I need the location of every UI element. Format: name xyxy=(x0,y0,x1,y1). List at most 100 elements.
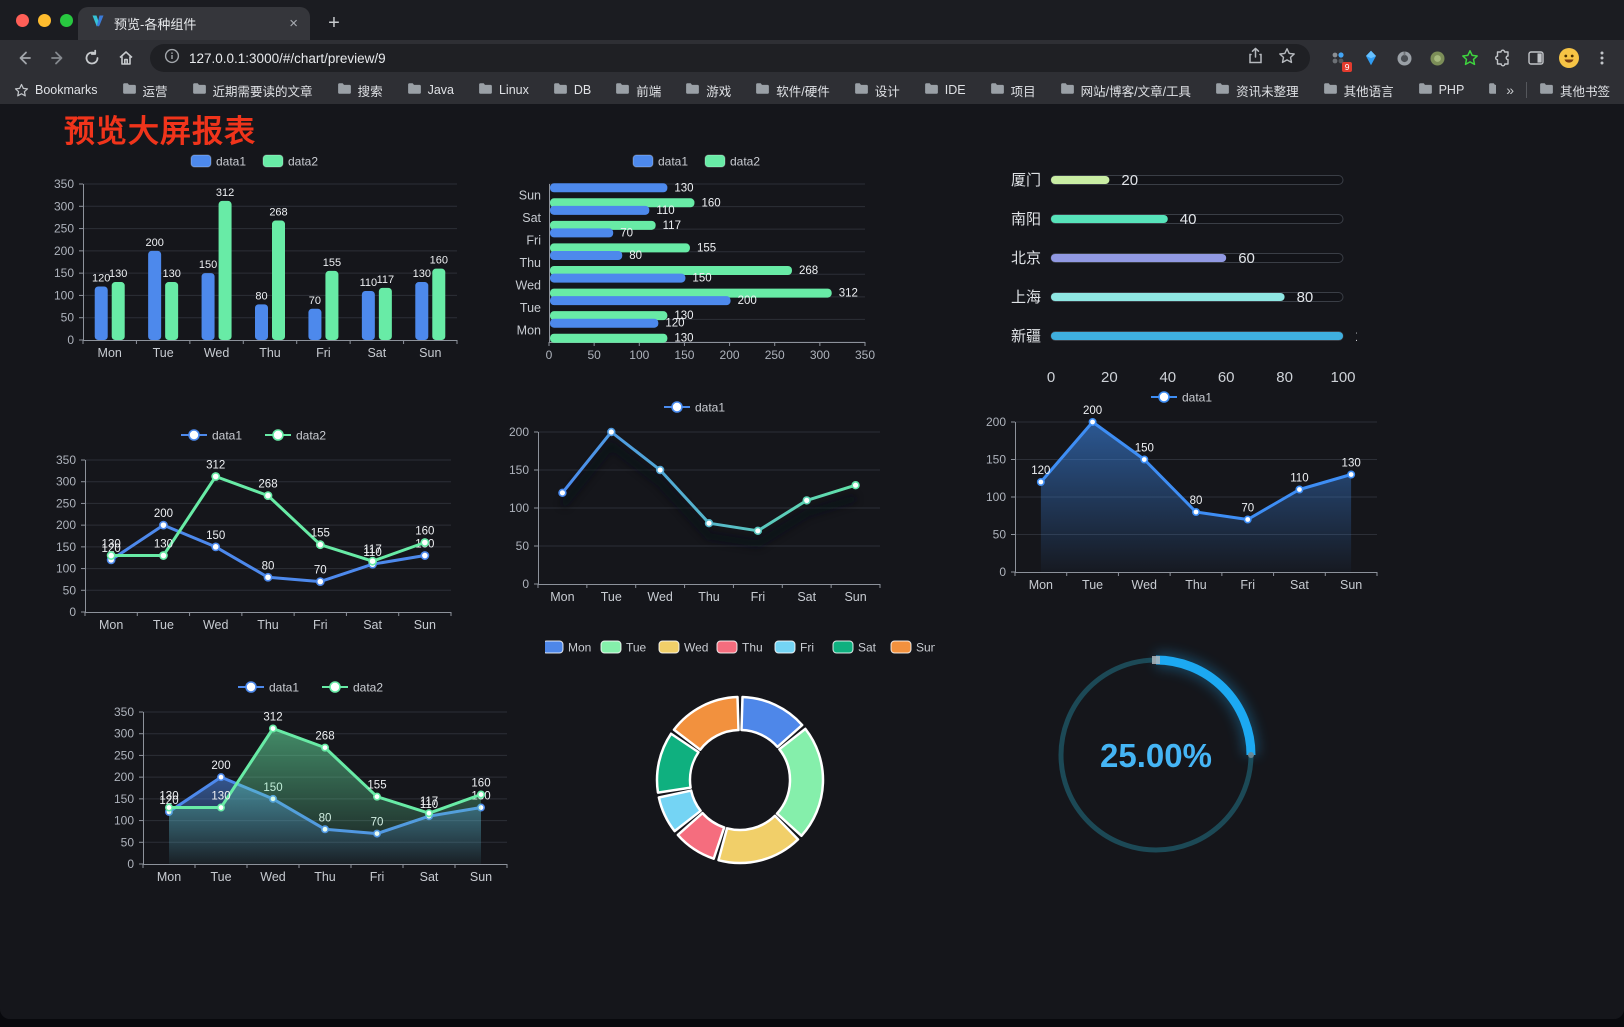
chart-city-progress[interactable]: 厦门 20 南阳 40 北京 60 上海 80 新疆 100 0 20 40 60 80 100 xyxy=(985,160,1357,388)
svg-text:117: 117 xyxy=(420,796,438,808)
svg-text:Thu: Thu xyxy=(698,590,720,604)
svg-text:data1: data1 xyxy=(212,429,242,443)
bookmark-folder-list: 运营 近期需要读的文章 搜索 Java Linux DB 前端 游戏 软件/硬件 设计 IDE 项目 网… xyxy=(122,81,1497,100)
svg-text:Sat: Sat xyxy=(363,618,382,632)
address-bar[interactable]: 127.0.0.1:3000/#/chart/preview/9 xyxy=(150,44,1310,72)
svg-text:Wed: Wed xyxy=(203,618,229,632)
chart-percent-gauge[interactable]: 25.00% xyxy=(1038,639,1278,884)
extension-grid-icon[interactable]: 9 xyxy=(1326,46,1352,72)
svg-text:Sun: Sun xyxy=(470,870,492,884)
bookmark-folder[interactable]: 搜索 xyxy=(337,81,383,100)
svg-text:200: 200 xyxy=(54,244,74,258)
svg-text:160: 160 xyxy=(415,526,434,538)
chart-two-line[interactable]: 0 50 100 150 200 250 300 350 Mon Tue Wed Thu Fri Sat S… xyxy=(45,424,467,638)
svg-text:110: 110 xyxy=(360,277,378,289)
two-line-canvas[interactable]: 0 50 100 150 200 250 300 350 Mon Tue Wed Thu Fri Sat S… xyxy=(45,424,467,638)
weekday-donut-canvas[interactable]: Mon Tue Wed Thu Fri Sat Sun xyxy=(545,634,935,892)
extension-circle-gray-icon[interactable] xyxy=(1392,46,1416,70)
bookmark-folder[interactable]: 网站/博客/文章/工具 xyxy=(1060,81,1191,100)
menu-kebab-icon[interactable] xyxy=(1590,46,1614,70)
extensions-puzzle-icon[interactable] xyxy=(1491,46,1515,70)
svg-text:300: 300 xyxy=(54,199,74,213)
svg-text:80: 80 xyxy=(1190,495,1203,507)
svg-text:Sat: Sat xyxy=(522,211,541,225)
svg-text:Tue: Tue xyxy=(520,301,541,315)
bookmark-folder[interactable]: 前端 xyxy=(615,81,661,100)
bookmarks-root[interactable]: Bookmarks xyxy=(14,83,98,98)
maximize-window-button[interactable] xyxy=(60,14,73,27)
new-tab-button[interactable]: + xyxy=(328,11,340,34)
bookmark-folder[interactable]: DB xyxy=(553,82,591,98)
bookmark-star-icon[interactable] xyxy=(1278,47,1296,70)
two-area-canvas[interactable]: 0 50 100 150 200 250 300 350 Mon Tue Wed Thu Fri Sat S… xyxy=(103,676,523,890)
url-text[interactable]: 127.0.0.1:3000/#/chart/preview/9 xyxy=(189,50,386,66)
extension-circle-green-icon[interactable] xyxy=(1425,46,1449,70)
svg-text:Fri: Fri xyxy=(1240,578,1255,592)
bookmark-folder[interactable]: Linux xyxy=(478,82,529,98)
folder-icon xyxy=(1488,82,1497,98)
svg-text:120: 120 xyxy=(665,318,684,330)
minimize-window-button[interactable] xyxy=(38,14,51,27)
svg-text:80: 80 xyxy=(255,290,267,302)
site-info-icon[interactable] xyxy=(164,48,180,69)
bookmark-folder[interactable]: Java xyxy=(407,82,454,98)
bookmark-folder[interactable]: 运营 xyxy=(122,81,168,100)
bookmark-folder[interactable]: 游戏 xyxy=(685,81,731,100)
extension-star-green-icon[interactable] xyxy=(1458,46,1482,70)
bookmark-folder[interactable]: 近期需要读的文章 xyxy=(192,81,313,100)
reload-button[interactable] xyxy=(78,45,106,71)
forward-button[interactable] xyxy=(44,45,72,71)
tab-close-icon[interactable]: × xyxy=(289,15,298,32)
svg-text:160: 160 xyxy=(701,197,720,209)
bookmark-folder[interactable]: PHP xyxy=(1418,82,1464,98)
extension-kite-icon[interactable] xyxy=(1359,46,1383,70)
bookmark-folder[interactable]: IDE xyxy=(924,82,966,98)
bookmark-folder-label: 项目 xyxy=(1010,84,1036,99)
svg-text:Sat: Sat xyxy=(858,641,877,655)
folder-icon xyxy=(1539,82,1554,98)
side-panel-icon[interactable] xyxy=(1524,46,1548,70)
tab-strip: 预览-各种组件 × + xyxy=(0,0,1624,40)
svg-text:110: 110 xyxy=(656,205,674,217)
bookmark-folder-label: IDE xyxy=(944,83,966,97)
svg-text:Sun: Sun xyxy=(844,590,866,604)
bookmark-folder[interactable]: 文件服务器 xyxy=(1488,81,1497,100)
bookmark-folder[interactable]: 资讯未整理 xyxy=(1215,81,1299,100)
close-window-button[interactable] xyxy=(16,14,29,27)
other-bookmarks-folder[interactable]: 其他书签 xyxy=(1539,81,1610,100)
horizontal-bar-canvas[interactable]: 0 50 100 150 200 250 300 350 Sun 130 160 Sat 110 117 F… xyxy=(503,150,895,368)
svg-text:data1: data1 xyxy=(695,401,725,415)
profile-avatar[interactable] xyxy=(1557,46,1581,70)
chart-two-area[interactable]: 0 50 100 150 200 250 300 350 Mon Tue Wed Thu Fri Sat S… xyxy=(103,676,523,890)
gradient-line-canvas[interactable]: 0 50 100 150 200 Mon Tue Wed Thu Fri Sat Sun data1 xyxy=(498,396,896,610)
bookmark-folder[interactable]: 其他语言 xyxy=(1323,81,1394,100)
share-icon[interactable] xyxy=(1247,47,1264,70)
folder-icon xyxy=(407,82,422,98)
browser-tab[interactable]: 预览-各种组件 × xyxy=(78,7,310,40)
site-favicon-icon xyxy=(90,13,106,34)
bookmark-folder-label: 其他语言 xyxy=(1343,84,1394,99)
chart-weekday-donut[interactable]: Mon Tue Wed Thu Fri Sat Sun xyxy=(545,634,935,892)
blue-area-canvas[interactable]: 0 50 100 150 200 Mon Tue Wed Thu Fri Sat Sun 120 200 1… xyxy=(975,386,1393,598)
bookmarks-overflow-chevron[interactable]: » xyxy=(1506,82,1514,98)
svg-text:70: 70 xyxy=(620,227,633,239)
bookmark-folder[interactable]: 设计 xyxy=(854,81,900,100)
chart-horizontal-bar[interactable]: 0 50 100 150 200 250 300 350 Sun 130 160 Sat 110 117 F… xyxy=(503,150,895,368)
percent-gauge-canvas[interactable]: 25.00% xyxy=(1038,639,1278,884)
chart-gradient-line[interactable]: 0 50 100 150 200 Mon Tue Wed Thu Fri Sat Sun data1 xyxy=(498,396,896,610)
extensions-area: 9 xyxy=(1320,46,1614,72)
svg-text:350: 350 xyxy=(114,705,134,719)
home-button[interactable] xyxy=(112,45,140,71)
chart-blue-area[interactable]: 0 50 100 150 200 Mon Tue Wed Thu Fri Sat Sun 120 200 1… xyxy=(975,386,1393,598)
bookmark-folder[interactable]: 项目 xyxy=(990,81,1036,100)
grouped-bar-canvas[interactable]: 0 50 100 150 200 250 300 350 Mon Tue Wed Thu Fri Sat S… xyxy=(45,150,469,366)
chart-grouped-bar[interactable]: 0 50 100 150 200 250 300 350 Mon Tue Wed Thu Fri Sat S… xyxy=(45,150,469,366)
svg-text:100: 100 xyxy=(629,348,649,362)
svg-text:100: 100 xyxy=(509,501,529,515)
back-button[interactable] xyxy=(10,45,38,71)
bookmarks-divider xyxy=(1525,82,1527,98)
svg-text:上海: 上海 xyxy=(1011,289,1041,306)
city-progress-canvas[interactable]: 厦门 20 南阳 40 北京 60 上海 80 新疆 100 0 20 40 60 80 100 xyxy=(985,160,1357,388)
bookmark-folder[interactable]: 软件/硬件 xyxy=(755,81,830,100)
svg-text:60: 60 xyxy=(1218,369,1235,386)
